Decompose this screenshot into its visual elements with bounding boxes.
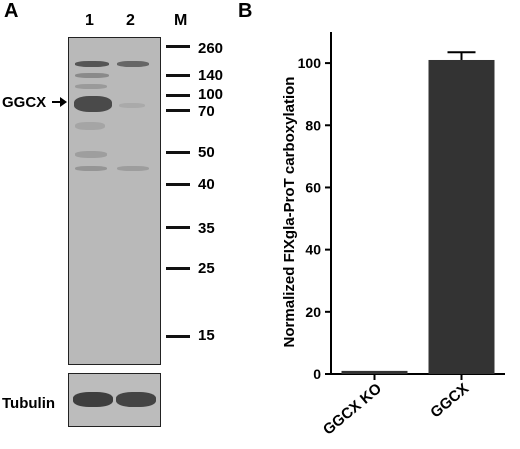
blot-band (119, 103, 145, 108)
marker-label: 15 (198, 327, 215, 344)
x-tick-label: GGCX KO (320, 380, 385, 439)
lane-label-2: 2 (126, 12, 135, 29)
marker-label: 260 (198, 40, 224, 57)
marker-label: 50 (198, 144, 215, 161)
marker-line (166, 183, 190, 186)
y-tick-label: 60 (305, 179, 321, 195)
marker-line (166, 74, 190, 77)
marker-label: 100 (198, 86, 224, 103)
x-tick-label: GGCX (427, 380, 472, 421)
blot-band (117, 166, 149, 171)
lane-label-1: 1 (85, 12, 94, 29)
marker-line (166, 45, 190, 48)
marker-label: 40 (198, 176, 215, 193)
y-axis-label: Normalized FIXgla-ProT carboxylation (281, 77, 298, 348)
panel-a-letter: A (4, 0, 19, 22)
blot-band (75, 166, 107, 171)
blot-band (75, 122, 105, 130)
ggcx-band-label: GGCX (2, 94, 47, 111)
marker-label: 70 (198, 103, 215, 120)
western-blot-tubulin (68, 373, 161, 427)
lane-label-marker: M (174, 12, 188, 29)
tubulin-band (73, 392, 113, 407)
y-tick-label: 100 (298, 55, 322, 71)
blot-band (75, 61, 109, 67)
arrow-head-icon (60, 97, 67, 107)
blot-band (75, 151, 107, 158)
marker-line (166, 226, 190, 229)
bar-ggcx (428, 59, 495, 375)
arrow-right-icon (52, 101, 62, 103)
y-tick-label: 40 (305, 242, 321, 258)
blot-band (75, 73, 109, 78)
y-tick-label: 20 (305, 304, 321, 320)
marker-label: 140 (198, 67, 224, 84)
y-tick-label: 0 (313, 366, 321, 382)
marker-label: 35 (198, 220, 215, 237)
marker-line (166, 151, 190, 154)
marker-label: 25 (198, 260, 215, 277)
marker-line (166, 109, 190, 112)
ggcx-band (74, 96, 112, 112)
marker-line (166, 94, 190, 97)
blot-band (75, 84, 107, 89)
panel-b-letter: B (238, 0, 253, 22)
western-blot-main (68, 37, 161, 365)
y-tick-label: 80 (305, 117, 321, 133)
blot-band (117, 61, 149, 67)
marker-line (166, 335, 190, 338)
tubulin-label: Tubulin (2, 395, 56, 412)
marker-line (166, 267, 190, 270)
tubulin-band (116, 392, 156, 407)
bar-ggcx-ko (341, 370, 408, 374)
